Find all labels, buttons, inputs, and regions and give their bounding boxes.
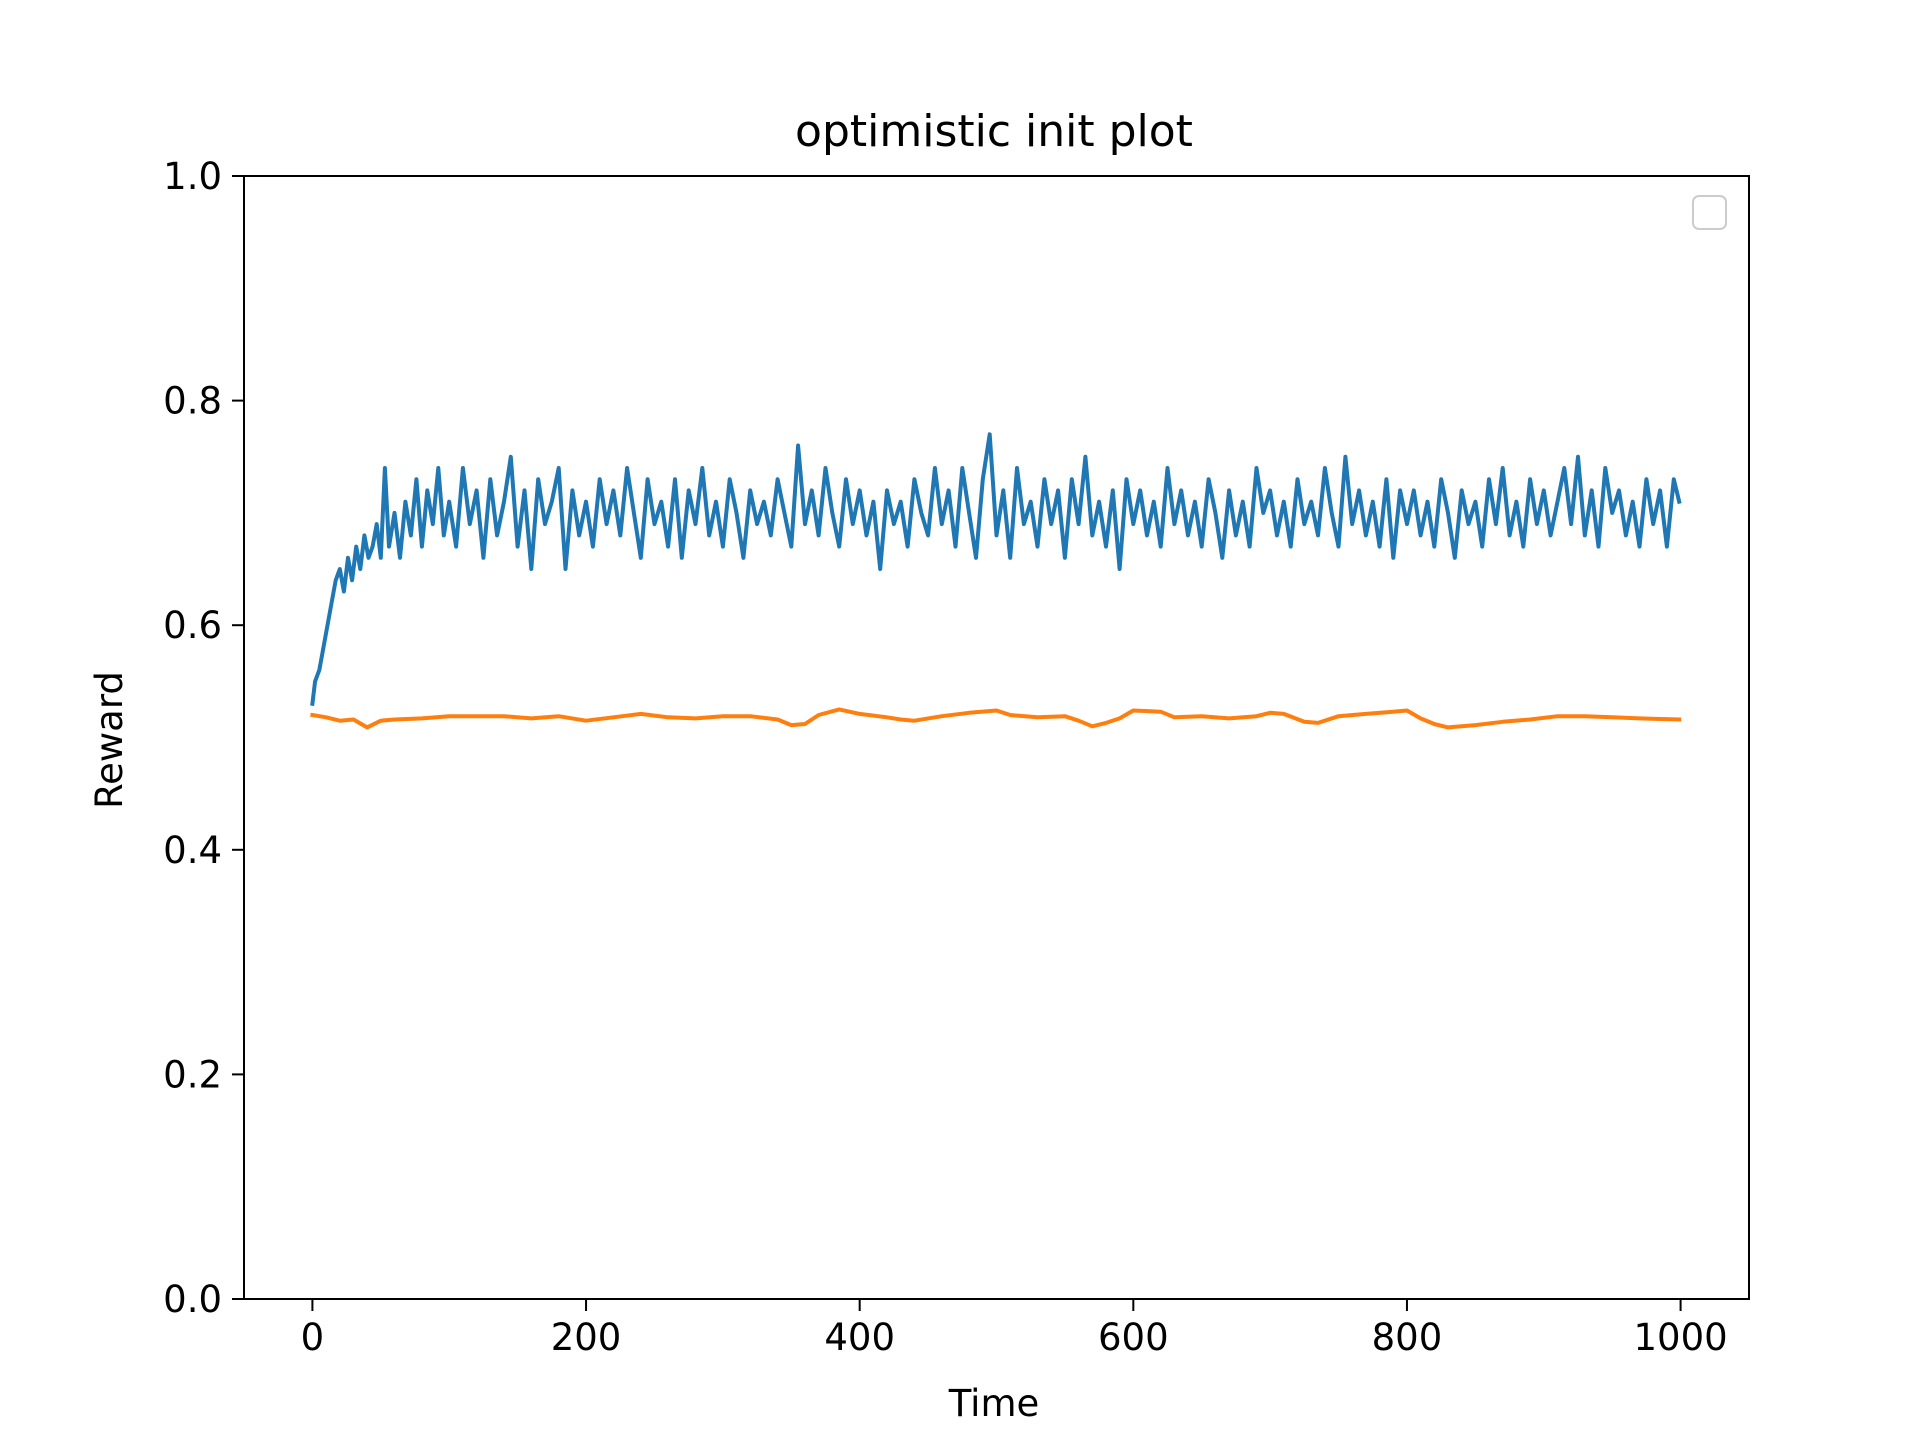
y-tick-label: 1.0	[163, 155, 222, 198]
x-axis: 0 200 400 600 800 1000	[301, 1299, 1728, 1359]
x-axis-label: Time	[948, 1382, 1040, 1425]
series-layer	[310, 432, 1682, 730]
x-tick-label: 200	[551, 1316, 622, 1359]
x-tick-label: 400	[824, 1316, 895, 1359]
chart-title: optimistic init plot	[795, 106, 1193, 157]
x-tick-label: 800	[1372, 1316, 1443, 1359]
y-tick-label: 0.2	[163, 1053, 222, 1096]
y-tick-label: 0.6	[163, 604, 222, 647]
legend-box	[1692, 195, 1727, 230]
y-tick-label: 0.0	[163, 1278, 222, 1321]
series-line-2	[310, 707, 1682, 730]
y-tick-label: 0.4	[163, 829, 222, 872]
x-tick-label: 1000	[1634, 1316, 1728, 1359]
x-tick-label: 600	[1098, 1316, 1169, 1359]
plot-frame	[243, 175, 1750, 1300]
y-axis: 0.0 0.2 0.4 0.6 0.8 1.0	[163, 155, 244, 1321]
x-tick-label: 0	[301, 1316, 325, 1359]
y-axis-label: Reward	[88, 671, 131, 809]
y-tick-label: 0.8	[163, 380, 222, 423]
series-line-1	[310, 432, 1682, 707]
